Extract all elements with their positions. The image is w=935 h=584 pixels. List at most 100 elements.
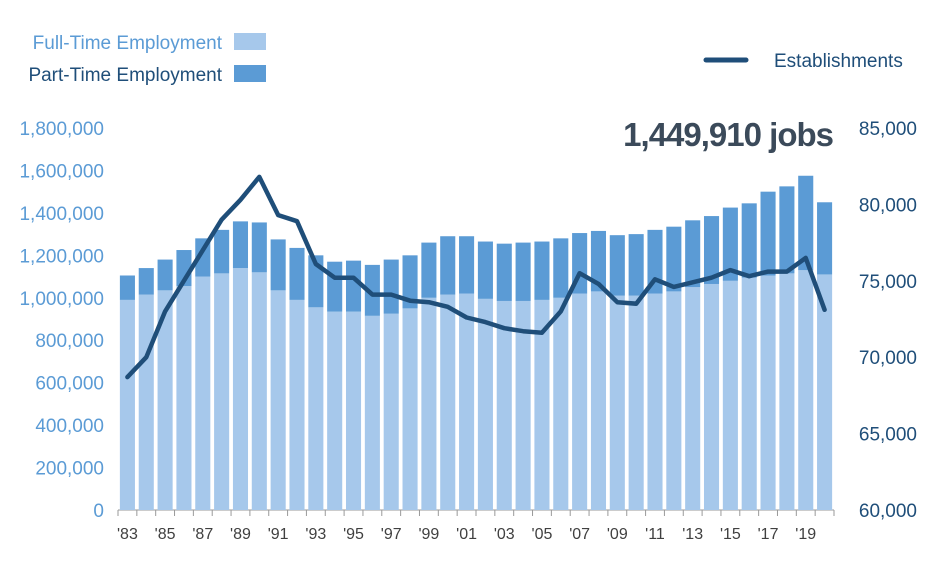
bar-part-time [440,236,456,295]
right-tick-label: 60,000 [859,501,917,522]
bar-full-time [119,299,135,510]
bar-full-time [477,298,493,510]
bar-part-time [666,226,682,292]
bar-full-time [779,273,795,510]
bar-part-time [477,241,493,299]
bar-part-time [119,275,135,300]
bar-part-time [703,216,720,284]
bar-part-time [289,247,305,300]
x-tick-label: '13 [682,526,703,543]
line-series-group [125,174,827,380]
bar-part-time [232,221,249,269]
x-tick-label: '93 [305,526,326,543]
bar-part-time [553,238,569,298]
left-tick-label: 1,800,000 [19,119,104,140]
x-tick-label: '19 [795,526,816,543]
bar-full-time [327,311,343,510]
bar-part-time [741,203,757,278]
bar-full-time [402,308,418,510]
bar-part-time [779,186,795,274]
bar-full-time [214,273,230,510]
bar-part-time [251,222,267,273]
bar-part-time [138,268,154,295]
x-tick-label: '85 [155,526,176,543]
bar-legend: Full-Time Employment Part-Time Employment [28,33,266,86]
bar-full-time [364,315,380,510]
right-tick-label: 85,000 [859,119,917,140]
left-tick-label: 400,000 [35,416,104,437]
bar-full-time [609,295,625,510]
bar-full-time [383,313,399,510]
bar-part-time [722,207,738,281]
x-tick-label: '03 [494,526,515,543]
bar-part-time [270,239,286,291]
bar-full-time [741,277,757,510]
bar-part-time [327,261,343,312]
x-tick-label: '95 [343,526,364,543]
bar-legend-swatch [234,65,266,82]
left-tick-label: 1,000,000 [19,289,104,310]
x-tick-label: '09 [607,526,628,543]
bar-full-time [534,299,550,510]
right-tick-label: 75,000 [859,272,917,293]
bar-part-time [685,220,701,288]
bar-full-time [685,287,701,510]
x-tick-label: '89 [230,526,251,543]
line-legend-label: Establishments [774,51,903,72]
bar-full-time [666,291,682,510]
bar-part-time [402,255,418,309]
x-axis: '83 '85 '87 '89 '91 '93 '95 '97 '99 '01 '03 '05 '07 '… [117,509,835,543]
bar-part-time [817,202,833,275]
left-tick-label: 1,200,000 [19,246,104,267]
bar-full-time [345,311,362,510]
bar-part-time [345,260,362,312]
x-tick-label: '87 [192,526,213,543]
bar-full-time [515,300,531,510]
bar-full-time [760,275,776,510]
bar-legend-label: Part-Time Employment [28,65,222,86]
bar-part-time [383,259,399,314]
x-tick-label: '83 [117,526,138,543]
left-tick-label: 0 [93,501,104,522]
left-tick-label: 200,000 [35,459,104,480]
bar-full-time [270,290,286,510]
bar-full-time [176,286,192,510]
bar-full-time [251,272,267,510]
bar-full-time [421,297,437,510]
x-tick-label: '17 [758,526,779,543]
bar-full-time [440,294,456,510]
bar-full-time [647,293,663,510]
bar-part-time [496,243,512,301]
x-tick-label: '97 [381,526,402,543]
bar-full-time [628,295,644,510]
bar-full-time [195,276,211,510]
bar-part-time [590,230,607,292]
x-tick-label: '05 [532,526,553,543]
bar-legend-label: Full-Time Employment [33,33,223,54]
left-tick-label: 1,400,000 [19,204,104,225]
bar-series-group [119,175,833,510]
bar-full-time [817,274,833,510]
x-tick-label: '07 [569,526,590,543]
bar-full-time [590,291,607,510]
x-tick-label: '01 [456,526,477,543]
x-tick-label: '11 [645,526,665,543]
bar-legend-swatch [234,33,266,50]
bar-full-time [289,299,305,510]
bar-part-time [157,259,173,291]
bar-part-time [628,234,644,296]
bar-full-time [459,293,475,510]
bar-full-time [798,270,814,510]
x-tick-label: '91 [268,526,289,543]
left-tick-label: 800,000 [35,331,104,352]
bar-full-time [232,268,249,510]
bar-full-time [157,290,173,510]
right-axis: 60,000 65,000 70,000 75,000 80,000 85,000 [859,119,917,522]
bar-full-time [553,297,569,510]
bar-part-time [421,242,437,298]
bar-part-time [647,229,663,294]
right-tick-label: 65,000 [859,425,917,446]
bar-full-time [572,293,588,510]
bar-part-time [515,242,531,301]
